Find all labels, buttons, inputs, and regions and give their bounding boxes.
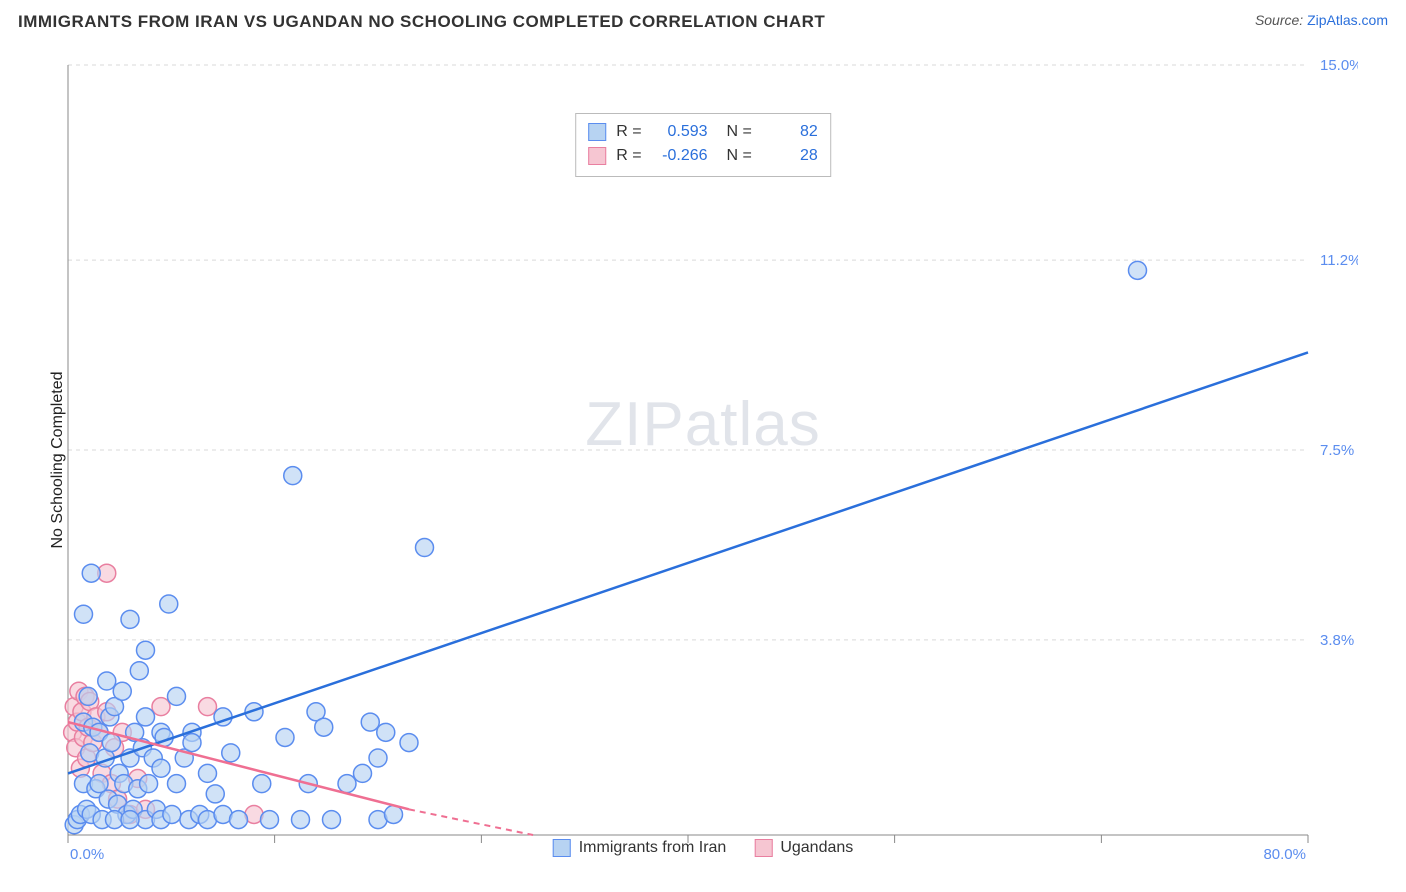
n-value-pink: 28 (762, 144, 818, 168)
source-label: Source: (1255, 12, 1303, 28)
r-label: R = (616, 144, 641, 168)
plot-area: No Schooling Completed 3.8%7.5%11.2%15.0… (48, 55, 1358, 865)
chart-title: IMMIGRANTS FROM IRAN VS UGANDAN NO SCHOO… (18, 12, 825, 32)
r-value-pink: -0.266 (652, 144, 708, 168)
svg-text:80.0%: 80.0% (1263, 846, 1306, 863)
legend-label-blue: Immigrants from Iran (579, 839, 727, 857)
swatch-blue-icon (553, 839, 571, 857)
legend-item-blue: Immigrants from Iran (553, 839, 727, 857)
chart-container: IMMIGRANTS FROM IRAN VS UGANDAN NO SCHOO… (0, 0, 1406, 892)
legend-item-pink: Ugandans (754, 839, 853, 857)
swatch-pink-icon (754, 839, 772, 857)
svg-text:0.0%: 0.0% (70, 846, 104, 863)
r-label: R = (616, 120, 641, 144)
svg-text:15.0%: 15.0% (1320, 57, 1358, 74)
r-value-blue: 0.593 (652, 120, 708, 144)
legend-row-pink: R = -0.266 N = 28 (588, 144, 818, 168)
series-legend: Immigrants from Iran Ugandans (553, 839, 854, 857)
legend-row-blue: R = 0.593 N = 82 (588, 120, 818, 144)
n-label: N = (718, 120, 752, 144)
header: IMMIGRANTS FROM IRAN VS UGANDAN NO SCHOO… (18, 12, 1388, 32)
n-value-blue: 82 (762, 120, 818, 144)
source-attribution: Source: ZipAtlas.com (1255, 12, 1388, 28)
svg-text:11.2%: 11.2% (1320, 252, 1358, 269)
legend-label-pink: Ugandans (780, 839, 853, 857)
n-label: N = (718, 144, 752, 168)
swatch-blue-icon (588, 123, 606, 141)
source-link[interactable]: ZipAtlas.com (1307, 12, 1388, 28)
svg-text:7.5%: 7.5% (1320, 442, 1354, 459)
correlation-legend-box: R = 0.593 N = 82 R = -0.266 N = 28 (575, 113, 831, 177)
swatch-pink-icon (588, 147, 606, 165)
svg-text:3.8%: 3.8% (1320, 632, 1354, 649)
watermark: ZIPatlas (585, 390, 820, 459)
